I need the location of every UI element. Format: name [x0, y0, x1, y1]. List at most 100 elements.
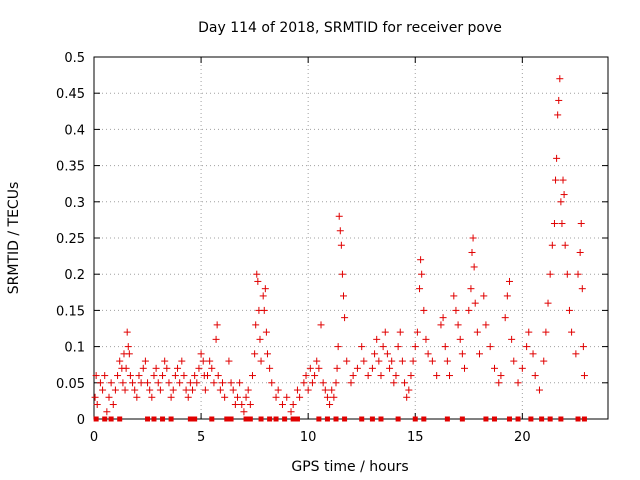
data-point: [424, 350, 432, 358]
data-point: [197, 350, 205, 358]
data-point: [216, 386, 224, 394]
data-point: [240, 408, 248, 416]
data-point: [141, 357, 149, 365]
data-point: [107, 379, 115, 387]
data-point: [161, 357, 169, 365]
data-point: [248, 372, 256, 380]
data-point: [189, 386, 197, 394]
grid-lines: [94, 57, 608, 419]
data-point: [313, 357, 321, 365]
data-point: [405, 386, 413, 394]
data-point: [180, 372, 188, 380]
data-point: [268, 379, 276, 387]
data-point: [212, 335, 220, 343]
data-point: [287, 408, 295, 416]
y-tick-label: 0.1: [64, 341, 85, 356]
data-point: [274, 386, 282, 394]
data-point: [227, 379, 235, 387]
x-tick-label: 20: [514, 430, 531, 445]
data-point: [565, 306, 573, 314]
zero-value-point: [168, 416, 174, 422]
data-point: [386, 364, 394, 372]
data-point: [123, 328, 131, 336]
data-point: [525, 328, 533, 336]
data-point: [129, 379, 137, 387]
data-point: [91, 393, 99, 401]
data-point: [529, 350, 537, 358]
zero-value-point: [273, 416, 279, 422]
data-point: [246, 401, 254, 409]
data-point: [300, 379, 308, 387]
data-point: [289, 401, 297, 409]
data-point: [125, 350, 133, 358]
zero-value-point: [444, 416, 450, 422]
data-point: [469, 234, 477, 242]
data-point: [558, 220, 566, 228]
data-point: [420, 306, 428, 314]
data-point: [514, 379, 522, 387]
data-point: [256, 335, 264, 343]
zero-value-point: [333, 416, 339, 422]
data-point: [353, 364, 361, 372]
data-point: [105, 393, 113, 401]
zero-value-point: [267, 416, 273, 422]
y-tick-label: 0: [77, 413, 85, 428]
data-point: [409, 357, 417, 365]
data-point: [443, 357, 451, 365]
data-point: [337, 241, 345, 249]
data-point: [577, 220, 585, 228]
data-point: [124, 343, 132, 351]
zero-value-point: [459, 416, 465, 422]
zero-value-point: [209, 416, 215, 422]
data-point: [465, 306, 473, 314]
data-point: [174, 364, 182, 372]
data-point: [388, 357, 396, 365]
data-point: [238, 401, 246, 409]
data-point: [364, 372, 372, 380]
data-point: [169, 386, 177, 394]
zero-value-point: [282, 416, 288, 422]
data-point: [358, 343, 366, 351]
data-point: [452, 306, 460, 314]
data-point: [542, 328, 550, 336]
data-point: [540, 357, 548, 365]
data-point: [401, 379, 409, 387]
data-point: [574, 270, 582, 278]
zero-value-point: [160, 416, 166, 422]
zero-value-point: [369, 416, 375, 422]
data-point: [315, 364, 323, 372]
data-point: [254, 277, 262, 285]
data-point: [262, 328, 270, 336]
zero-value-point: [558, 416, 564, 422]
data-point: [446, 372, 454, 380]
data-point: [293, 386, 301, 394]
y-tick-label: 0.5: [64, 51, 85, 66]
data-point: [111, 386, 119, 394]
data-point: [137, 379, 145, 387]
data-point: [186, 379, 194, 387]
data-point: [441, 343, 449, 351]
data-point: [368, 364, 376, 372]
zero-value-point: [247, 416, 253, 422]
zero-value-point: [102, 416, 108, 422]
data-point: [319, 379, 327, 387]
data-point: [126, 372, 134, 380]
y-tick-label: 0.35: [56, 160, 85, 175]
data-point: [480, 292, 488, 300]
zero-value-point: [243, 416, 249, 422]
data-point: [508, 335, 516, 343]
data-point: [486, 343, 494, 351]
zero-value-point: [575, 416, 581, 422]
zero-value-point: [378, 416, 384, 422]
data-point: [334, 343, 342, 351]
data-point: [394, 343, 402, 351]
zero-value-point: [290, 416, 296, 422]
data-point: [191, 372, 199, 380]
data-point: [550, 220, 558, 228]
data-point: [535, 386, 543, 394]
data-point: [437, 321, 445, 329]
data-point: [439, 314, 447, 322]
data-point: [454, 321, 462, 329]
zero-value-point: [117, 416, 123, 422]
